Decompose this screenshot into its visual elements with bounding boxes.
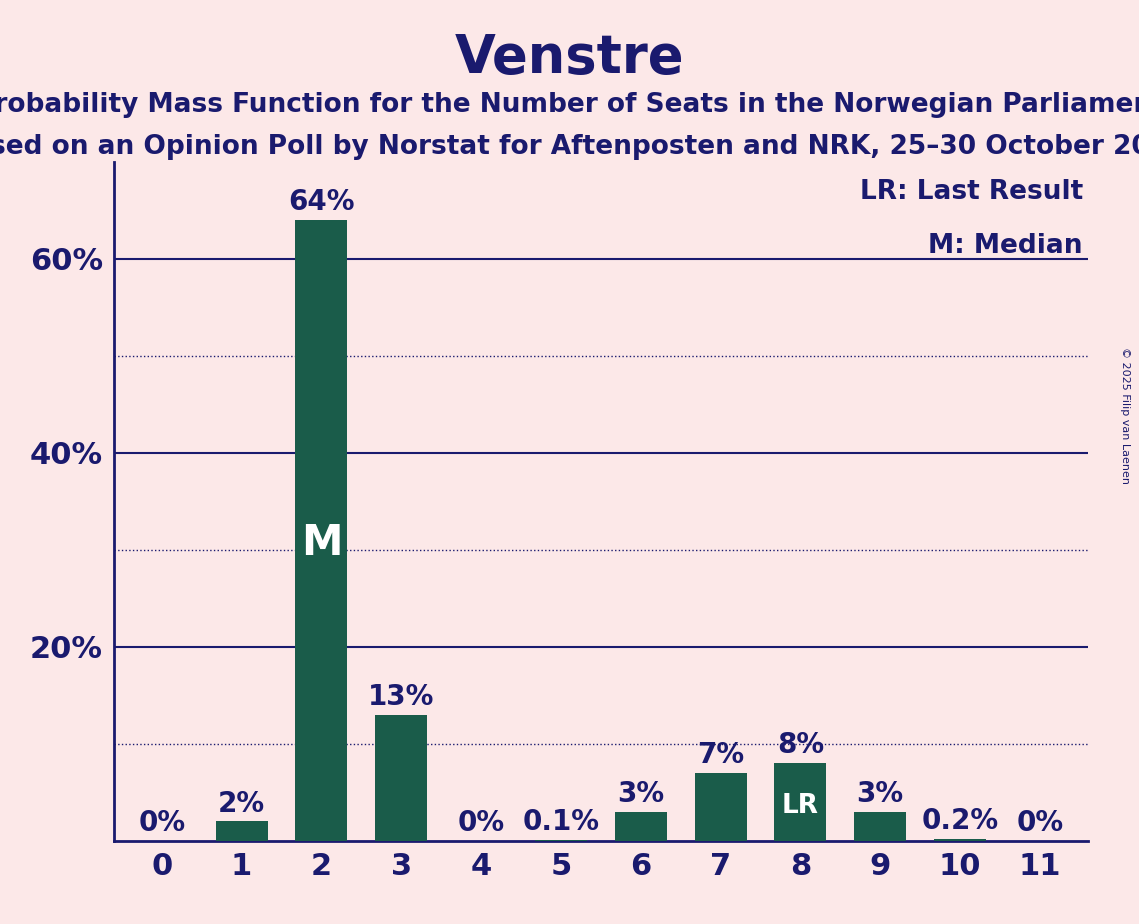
Text: 3%: 3% <box>617 780 664 808</box>
Text: 0%: 0% <box>458 808 505 837</box>
Text: Venstre: Venstre <box>454 32 685 84</box>
Text: Based on an Opinion Poll by Norstat for Aftenposten and NRK, 25–30 October 2022: Based on an Opinion Poll by Norstat for … <box>0 134 1139 160</box>
Text: LR: LR <box>781 793 819 819</box>
Text: M: M <box>301 522 342 564</box>
Bar <box>376 715 427 841</box>
Bar <box>215 821 268 841</box>
Text: M: Median: M: Median <box>928 233 1083 259</box>
Text: 7%: 7% <box>697 741 744 769</box>
Text: 13%: 13% <box>368 683 434 711</box>
Bar <box>775 763 826 841</box>
Text: © 2025 Filip van Laenen: © 2025 Filip van Laenen <box>1121 347 1130 484</box>
Bar <box>535 840 587 841</box>
Text: 2%: 2% <box>218 789 265 818</box>
Text: 64%: 64% <box>288 188 354 216</box>
Bar <box>854 812 907 841</box>
Text: 0%: 0% <box>138 808 186 837</box>
Text: 8%: 8% <box>777 731 823 760</box>
Bar <box>934 839 986 841</box>
Text: 3%: 3% <box>857 780 903 808</box>
Text: 0%: 0% <box>1016 808 1064 837</box>
Text: 0.2%: 0.2% <box>921 807 999 835</box>
Bar <box>695 772 746 841</box>
Bar <box>295 220 347 841</box>
Text: Probability Mass Function for the Number of Seats in the Norwegian Parliament: Probability Mass Function for the Number… <box>0 92 1139 118</box>
Bar <box>615 812 666 841</box>
Text: LR: Last Result: LR: Last Result <box>860 178 1083 205</box>
Text: 0.1%: 0.1% <box>523 808 599 836</box>
